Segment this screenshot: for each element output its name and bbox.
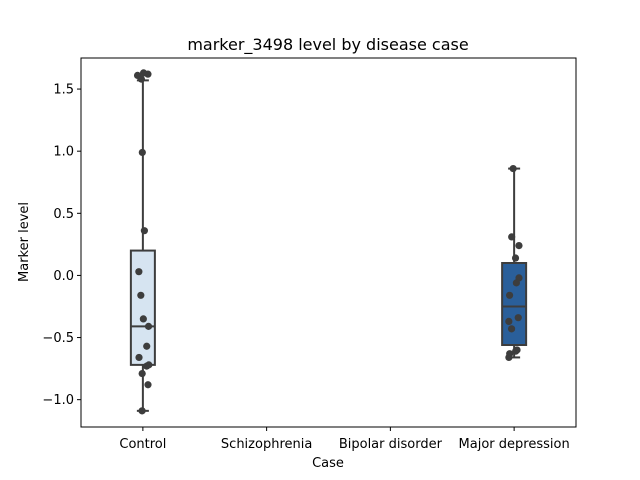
y-tick-label: 0.5 — [53, 207, 74, 222]
data-point — [144, 322, 153, 330]
y-tick-label: −1.0 — [42, 393, 74, 408]
data-point — [140, 227, 148, 235]
data-point — [137, 291, 145, 299]
box-group-control — [129, 69, 156, 415]
data-point — [135, 353, 143, 362]
box-group-major-depression — [501, 164, 528, 362]
x-axis-label: Case — [312, 456, 344, 471]
data-point — [138, 407, 146, 415]
x-tick-label: Schizophrenia — [221, 437, 312, 452]
y-tick-label: 1.5 — [53, 83, 74, 98]
data-point — [509, 164, 517, 173]
data-point — [139, 69, 148, 77]
data-point — [139, 315, 147, 323]
data-point — [505, 353, 513, 362]
data-point — [143, 342, 151, 350]
plot-area: −1.0 −0.5 0.0 0.5 1.0 1.5 Control Schizophrenia… — [42, 57, 577, 452]
iqr-box — [501, 262, 528, 346]
x-tick-label: Control — [119, 437, 166, 452]
x-tick-label: Major depression — [459, 437, 570, 452]
data-point — [143, 362, 151, 370]
data-point — [514, 314, 522, 322]
data-point — [505, 291, 514, 299]
axes-frame — [80, 57, 577, 428]
data-point — [511, 254, 520, 262]
data-point — [137, 75, 145, 83]
data-point — [135, 268, 143, 276]
y-axis-label: Marker level — [17, 202, 32, 282]
x-tick-label: Bipolar disorder — [339, 437, 443, 452]
data-point — [144, 381, 152, 389]
data-point — [512, 347, 520, 355]
data-point — [508, 233, 516, 241]
y-tick-label: 0.0 — [53, 269, 74, 284]
chart-title: marker_3498 level by disease case — [187, 35, 468, 55]
y-tick-label: −0.5 — [42, 331, 74, 346]
data-point — [138, 148, 146, 157]
y-tick-label: 1.0 — [53, 145, 74, 160]
data-point — [515, 242, 523, 250]
data-point — [505, 317, 513, 325]
data-point — [512, 279, 520, 287]
iqr-box — [129, 249, 156, 366]
data-point — [507, 325, 516, 333]
data-point — [138, 369, 146, 378]
